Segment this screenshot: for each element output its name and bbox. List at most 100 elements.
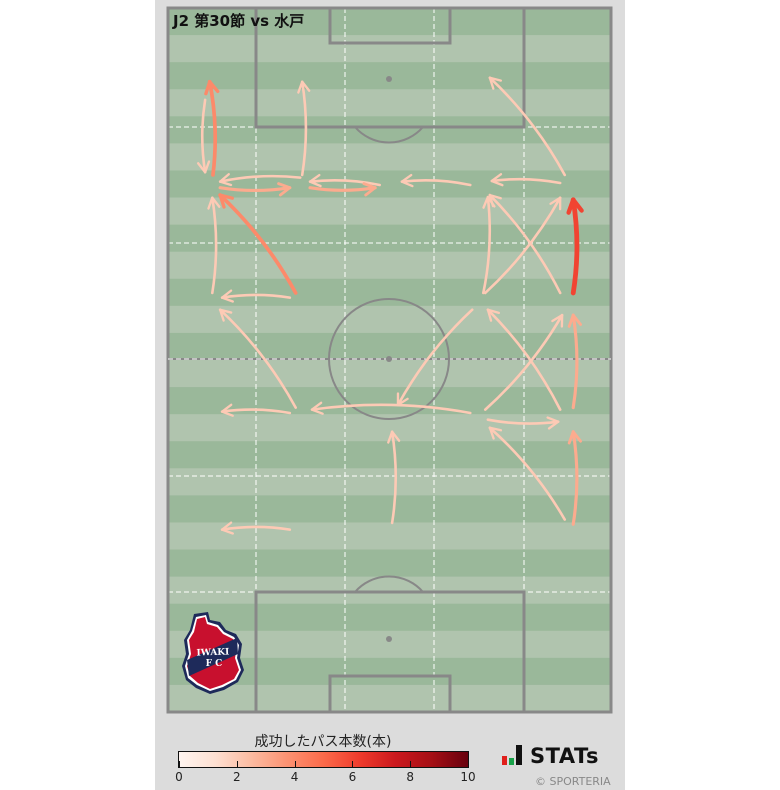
pitch-lines (166, 6, 613, 714)
pass-arrow-line (308, 186, 377, 192)
center-circle (328, 298, 450, 420)
colorbar-tickmark (236, 761, 238, 767)
pass-arrow-head (546, 416, 560, 430)
pass-arrow-head (220, 403, 234, 417)
pitch-stripe (168, 224, 611, 253)
pass-arrow-head (207, 196, 221, 210)
pass-arrow-head (297, 80, 311, 94)
pitch-stripe (168, 549, 611, 578)
colorbar-tick-label: 2 (232, 770, 241, 784)
pass-arrow (204, 79, 220, 177)
pass-arrow-line (482, 195, 492, 295)
pass-arrow-line (488, 426, 567, 521)
pass-arrow (196, 98, 211, 174)
bottom-penalty-area (254, 590, 526, 712)
pass-arrow (207, 196, 221, 295)
colorbar-tick-label: 6 (348, 770, 357, 784)
pitch-stripe (168, 62, 611, 90)
pass-arrow (387, 430, 401, 525)
pass-arrow-head (277, 182, 292, 197)
iwaki-fc-logo: IWAKI F C (182, 612, 244, 694)
pass-arrow (297, 80, 311, 177)
colorbar-tickmark (179, 761, 180, 767)
pass-arrow-head (204, 80, 220, 96)
colorbar (178, 751, 469, 768)
pitch-stripe (168, 170, 611, 199)
colorbar-tickmark (410, 761, 412, 767)
pass-arrow-head (567, 430, 582, 445)
pass-arrow-head (551, 313, 564, 328)
pass-arrow (308, 173, 382, 188)
colorbar-tickmark (352, 761, 354, 767)
colorbar-tick-label: 8 (406, 770, 415, 784)
pass-arrow (567, 430, 582, 526)
pass-arrow-head (218, 308, 233, 322)
pass-arrow-line (218, 308, 297, 409)
svg-text:IWAKI: IWAKI (196, 647, 229, 658)
pass-arrow-line (211, 196, 218, 295)
pass-arrow-head (220, 521, 234, 535)
pass-arrow-line (220, 293, 292, 299)
pass-arrow-head (400, 173, 414, 188)
pass-arrow-line (571, 430, 579, 526)
pitch-stripe (168, 576, 611, 605)
pass-arrow-head (308, 173, 322, 188)
pass-arrow (308, 182, 377, 197)
pass-arrow-line (218, 193, 298, 295)
pass-arrow-line (207, 79, 218, 177)
bottom-penalty-arc (354, 575, 424, 593)
pass-arrow-head (220, 289, 234, 303)
pass-arrow-line (220, 525, 292, 531)
pass-arrow-line (483, 313, 564, 411)
pass-arrow-head (362, 182, 377, 197)
pass-arrow-head (486, 308, 501, 322)
pass-arrow-line (390, 430, 398, 525)
pass-arrow-line (400, 179, 472, 187)
pitch-stripe (168, 143, 611, 171)
pass-arrow-line (200, 98, 207, 174)
pass-arrow-head (566, 197, 584, 215)
colorbar-tick-label: 10 (460, 770, 476, 784)
chart-title: J2 第30節 vs 水戸 (173, 12, 305, 30)
pitch-stripe (168, 495, 611, 523)
pass-arrow-line (396, 308, 474, 407)
pitch-stripe (168, 332, 611, 361)
pass-arrow-line (486, 418, 560, 425)
pass-arrow (488, 193, 562, 295)
pass-arrow (483, 196, 562, 295)
pass-arrow (488, 426, 567, 521)
pass-arrow-head (488, 426, 503, 440)
pass-arrow-line (220, 408, 292, 415)
pitch-stripe (168, 278, 611, 307)
pass-arrow (567, 313, 582, 410)
pass-arrow (490, 173, 562, 187)
pass-arrow (220, 289, 292, 303)
pass-arrow-line (300, 80, 308, 177)
center-spot (386, 356, 392, 362)
pass-arrow-line (308, 178, 382, 187)
pass-arrow-line (218, 174, 302, 183)
pass-arrow (486, 308, 562, 411)
pass-arrow-line (490, 177, 562, 185)
pass-arrow-head (490, 173, 504, 187)
pass-arrow-head (549, 196, 562, 211)
pass-arrow-head (218, 193, 234, 209)
pitch-stripe (168, 522, 611, 551)
pass-arrows (196, 76, 584, 535)
pass-arrow (220, 403, 292, 417)
pass-arrow (218, 308, 297, 409)
pass-arrow (488, 76, 567, 177)
pass-arrow-head (488, 193, 502, 208)
pitch-stripe (168, 197, 611, 226)
pass-arrow (310, 401, 472, 415)
pitch-stripe (168, 684, 611, 713)
pitch-stripe (168, 305, 611, 334)
pass-arrow-line (483, 196, 562, 295)
pass-arrow-line (488, 76, 567, 177)
pitch-stripe (168, 603, 611, 632)
pass-arrow-line (570, 197, 580, 296)
top-penalty-arc (354, 126, 424, 144)
pass-arrow-head (218, 173, 233, 187)
pass-arrow-head (488, 76, 503, 90)
